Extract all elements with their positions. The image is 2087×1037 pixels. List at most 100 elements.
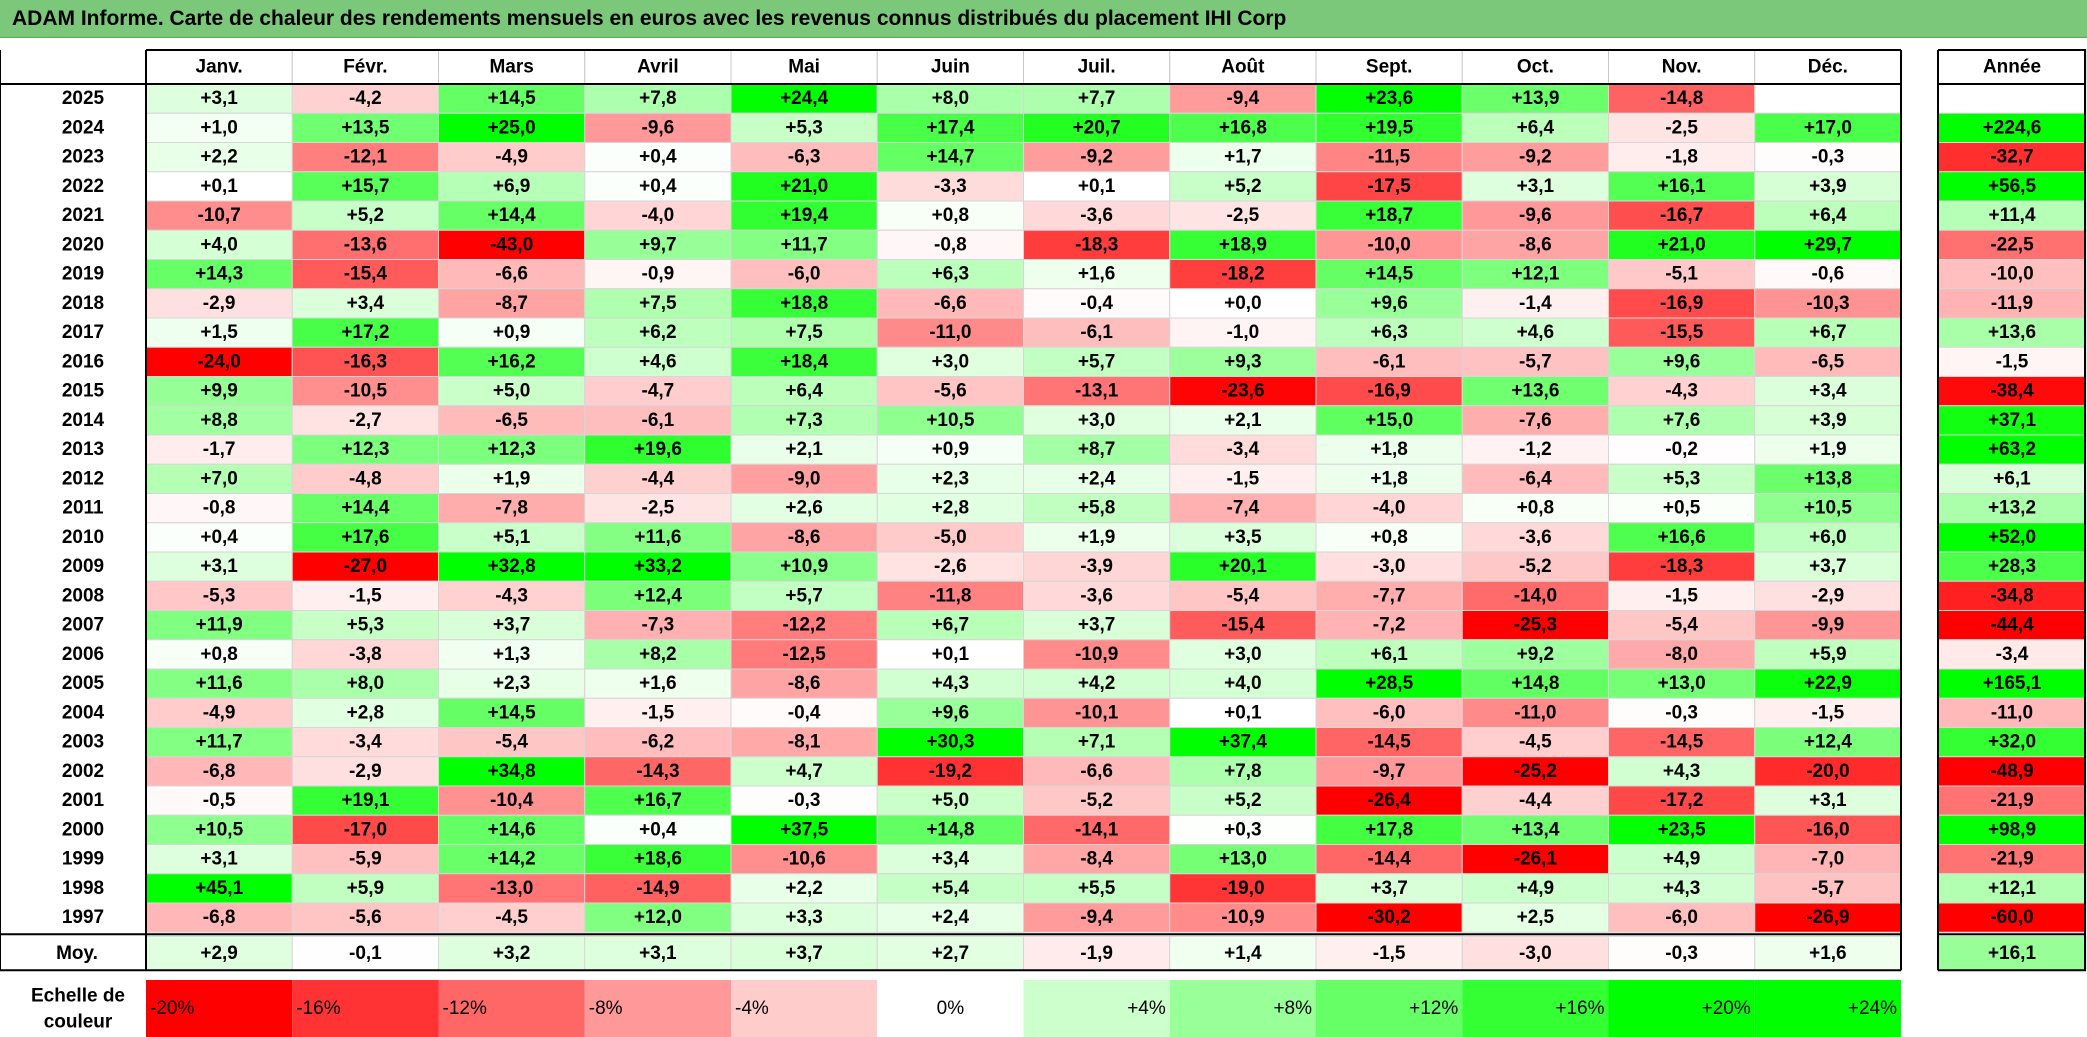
year-label: 2001 (62, 790, 105, 811)
heatmap-cell (1169, 317, 1317, 348)
heatmap-cell (584, 610, 732, 641)
heatmap-cell (1315, 844, 1463, 875)
annual-value: +224,6 (1983, 117, 2042, 138)
cell-value: +12,0 (634, 907, 682, 928)
month-header-cell (1023, 49, 1171, 85)
cell-value: -14,5 (1660, 732, 1704, 753)
cell-value: -6,6 (1080, 761, 1113, 782)
scale-swatch (1754, 980, 1901, 1037)
cell-value: -9,6 (1519, 205, 1552, 226)
cell-value: -0,3 (1665, 702, 1698, 723)
heatmap-cell (1023, 405, 1171, 436)
heatmap-cell (1754, 697, 1902, 728)
cell-value: +0,3 (1224, 819, 1262, 840)
cell-value: -8,6 (788, 527, 821, 548)
heatmap-cell (1608, 551, 1756, 582)
cell-value: +18,8 (780, 293, 828, 314)
heatmap-cell (876, 463, 1024, 494)
cell-value: +3,0 (1224, 644, 1262, 665)
cell-value: -5,6 (349, 907, 382, 928)
cell-value: -0,3 (1812, 147, 1845, 168)
cell-value: -4,4 (1519, 790, 1552, 811)
cell-value: +7,5 (639, 293, 677, 314)
cell-value: +0,8 (932, 205, 970, 226)
average-value: +2,7 (932, 943, 970, 964)
cell-value: +7,8 (1224, 761, 1262, 782)
heatmap-cell (876, 668, 1024, 699)
average-value: +2,9 (200, 943, 238, 964)
scale-swatch (1316, 980, 1463, 1037)
cell-value: -5,4 (495, 732, 528, 753)
heatmap-cell (1023, 727, 1171, 758)
year-label: 2024 (62, 117, 105, 138)
cell-value: +6,7 (1809, 322, 1847, 343)
cell-value: +14,5 (488, 702, 537, 723)
cell-value: +7,3 (785, 410, 823, 431)
cell-value: +5,3 (1663, 468, 1701, 489)
year-label: 2004 (62, 702, 105, 723)
heatmap-cell (1461, 346, 1609, 377)
annual-value: -38,4 (1990, 381, 2034, 402)
heatmap-cell (730, 493, 878, 524)
cell-value: +0,0 (1224, 293, 1262, 314)
heatmap-cell (1754, 668, 1902, 699)
cell-value: -3,9 (1080, 556, 1113, 577)
cell-value: -5,4 (1227, 585, 1260, 606)
heatmap-cell (1023, 83, 1171, 114)
cell-value: -6,0 (1373, 702, 1406, 723)
heatmap-cell (1461, 288, 1609, 319)
heatmap-cell (1315, 346, 1463, 377)
heatmap-cell (1754, 463, 1902, 494)
average-value: +3,1 (639, 943, 677, 964)
year-label: 1998 (62, 878, 104, 899)
cell-value: +14,3 (195, 264, 243, 285)
cell-value: -0,4 (1080, 293, 1113, 314)
cell-value: -7,6 (1519, 410, 1552, 431)
heatmap-cell (584, 844, 732, 875)
cell-value: -6,8 (203, 761, 236, 782)
average-cell (1461, 935, 1609, 971)
heatmap-cell (1608, 668, 1756, 699)
cell-value: -10,7 (197, 205, 240, 226)
scale-swatch (292, 980, 439, 1037)
cell-value: +0,4 (639, 819, 677, 840)
cell-value: +14,4 (488, 205, 537, 226)
cell-value: +23,6 (1365, 88, 1413, 109)
cell-value: +13,8 (1804, 468, 1852, 489)
cell-value: +10,5 (195, 819, 244, 840)
cell-value: +3,5 (1224, 527, 1262, 548)
cell-value: -11,8 (929, 585, 971, 606)
cell-value: -15,5 (1660, 322, 1704, 343)
cell-value: +1,7 (1224, 147, 1262, 168)
cell-value: +1,9 (1078, 527, 1116, 548)
cell-value: +14,4 (341, 498, 390, 519)
year-label: 2005 (62, 673, 105, 694)
cell-value: -2,5 (642, 498, 675, 519)
heatmap-cell (1608, 259, 1756, 290)
cell-value: -6,2 (642, 732, 675, 753)
cell-value: -26,9 (1806, 907, 1849, 928)
cell-value: -10,0 (1367, 234, 1410, 255)
cell-value: +17,0 (1804, 117, 1852, 138)
cell-value: -4,9 (495, 147, 528, 168)
cell-value: -10,4 (490, 790, 534, 811)
heatmap-cell (876, 756, 1024, 787)
cell-value: +6,4 (1809, 205, 1847, 226)
heatmap-cell (438, 756, 586, 787)
month-header-label: Juil. (1078, 57, 1116, 78)
cell-value: +11,7 (781, 234, 828, 255)
cell-value: +0,1 (932, 644, 970, 665)
cell-value: -13,0 (490, 878, 533, 899)
annual-header-label: Année (1983, 57, 2041, 78)
heatmap-cell (145, 405, 293, 436)
heatmap-cell (291, 902, 439, 933)
heatmap-cell (291, 317, 439, 348)
scale-title-line1: Echelle de (31, 986, 125, 1007)
cell-value: -6,4 (1519, 468, 1552, 489)
cell-value: +5,8 (1078, 498, 1116, 519)
cell-value: -19,2 (929, 761, 972, 782)
heatmap-cell (1608, 288, 1756, 319)
heatmap-cell (730, 83, 878, 114)
annual-value: +12,1 (1988, 878, 2037, 899)
cell-value: +3,1 (200, 556, 238, 577)
